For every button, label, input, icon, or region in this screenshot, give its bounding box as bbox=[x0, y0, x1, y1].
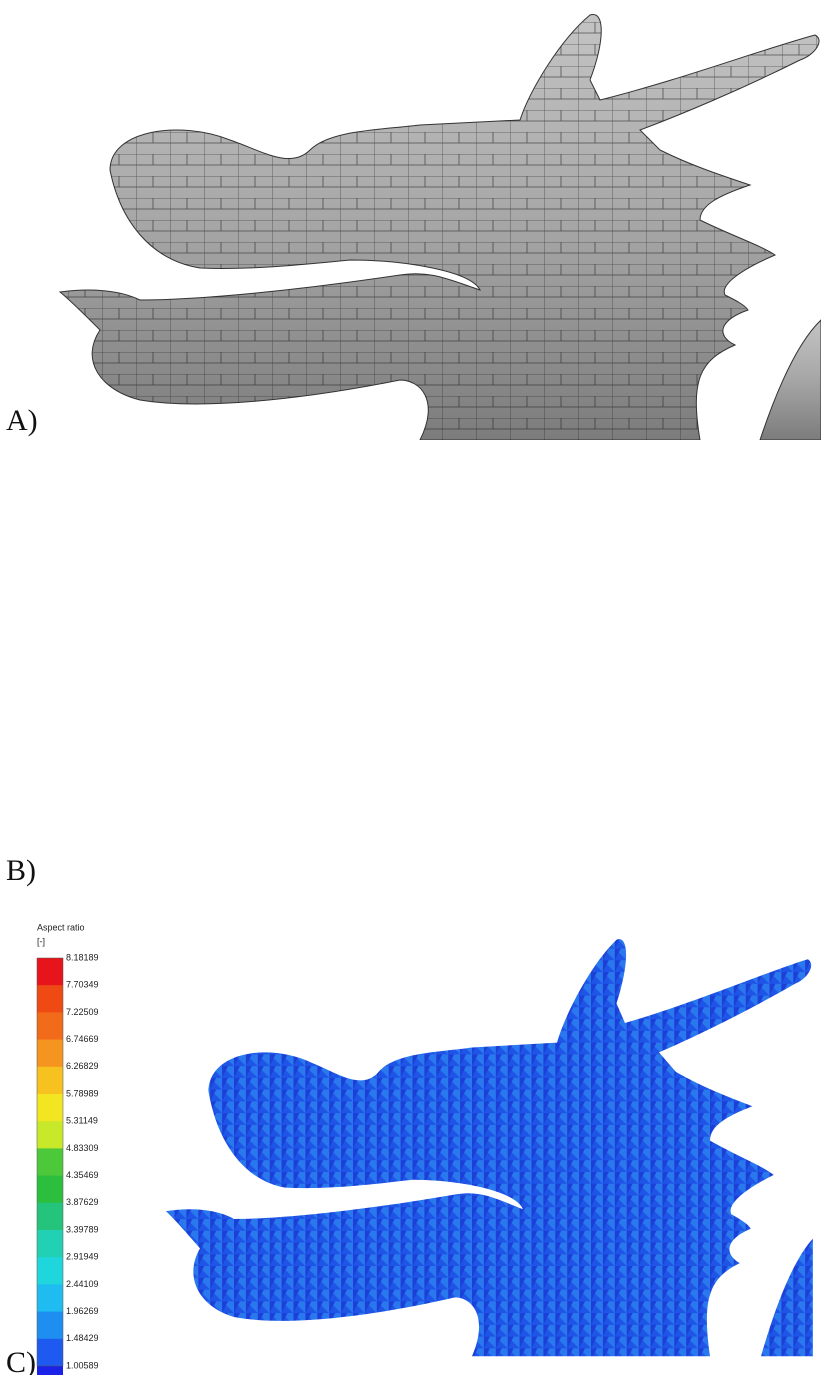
panel-label: A) bbox=[6, 404, 38, 437]
legend-label: 4.83309 bbox=[66, 1143, 99, 1153]
color-bin bbox=[37, 1067, 63, 1095]
color-bin bbox=[37, 985, 63, 1013]
legend-label: 3.87629 bbox=[66, 1197, 99, 1207]
legend-label: 1.96269 bbox=[66, 1306, 99, 1316]
legend-label: 6.26829 bbox=[66, 1061, 99, 1071]
legend-title: Aspect ratio bbox=[37, 922, 85, 932]
color-bin bbox=[37, 1284, 63, 1312]
figure: A) B) C) Aspect ratio [-] 8.18189 7.70349… bbox=[0, 0, 821, 1375]
color-bin bbox=[37, 1203, 63, 1231]
legend: 8.18189 7.70349 7.22509 6.74669 6.26829 5.789… bbox=[37, 952, 99, 1375]
legend-label: 8.18189 bbox=[66, 952, 99, 962]
color-bin bbox=[37, 1312, 63, 1340]
color-bin bbox=[37, 1176, 63, 1204]
color-bin bbox=[37, 958, 63, 986]
panel-label: C) bbox=[6, 1346, 36, 1375]
color-bin bbox=[37, 1012, 63, 1040]
legend-label: 5.31149 bbox=[66, 1116, 98, 1126]
color-bin bbox=[37, 1230, 63, 1258]
legend-label: 1.48429 bbox=[66, 1333, 99, 1343]
legend-label: 1.00589 bbox=[66, 1360, 99, 1370]
legend-label: 3.39789 bbox=[66, 1224, 99, 1234]
legend-label: 7.22509 bbox=[66, 1007, 99, 1017]
color-bin bbox=[37, 1094, 63, 1122]
color-bin bbox=[37, 1040, 63, 1068]
color-bin bbox=[37, 1366, 63, 1375]
legend-label: 2.91949 bbox=[66, 1252, 99, 1262]
legend-label: 2.44109 bbox=[66, 1279, 99, 1289]
color-bin bbox=[37, 1257, 63, 1285]
color-bin bbox=[37, 1148, 63, 1176]
panel-label: B) bbox=[6, 854, 36, 887]
legend-label: 4.35469 bbox=[66, 1170, 99, 1180]
legend-label: 6.74669 bbox=[66, 1034, 99, 1044]
legend-unit: [-] bbox=[37, 936, 45, 946]
legend-label: 5.78989 bbox=[66, 1088, 99, 1098]
panel-b bbox=[60, 464, 821, 890]
color-bin bbox=[37, 1121, 63, 1149]
page: {"panels": [{"label": "A)"}, {"label": "… bbox=[0, 0, 821, 1375]
panel-a bbox=[60, 14, 821, 440]
legend-label: 7.70349 bbox=[66, 980, 99, 990]
panel-c bbox=[166, 939, 813, 1356]
color-bin bbox=[37, 1339, 63, 1367]
